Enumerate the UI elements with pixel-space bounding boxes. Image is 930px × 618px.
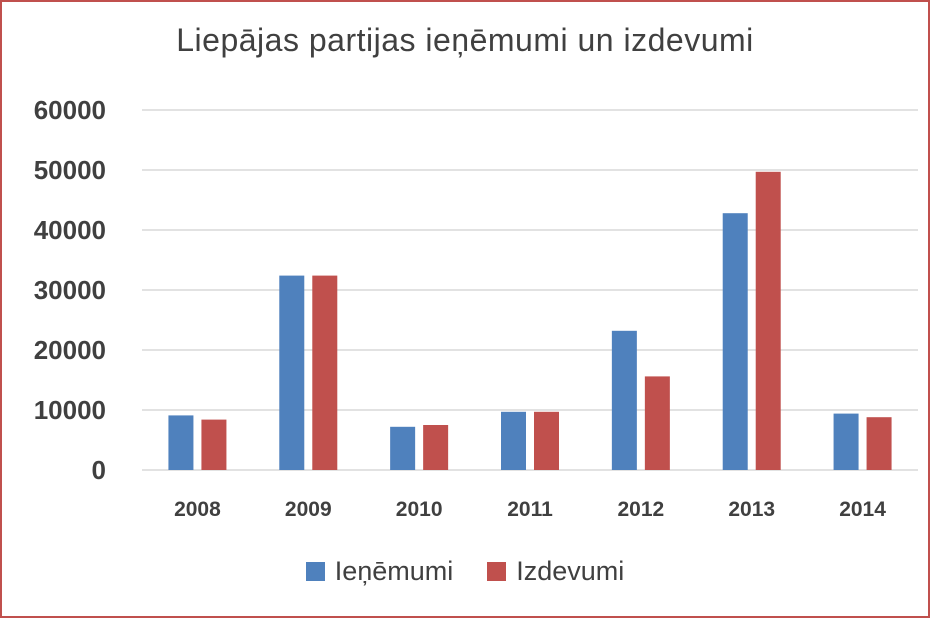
- x-tick-label: 2010: [396, 498, 443, 521]
- x-axis-ticks: 2008 2009 2010 2011 2012 2013 2014: [174, 498, 886, 521]
- bar-series-2-2010: [423, 425, 449, 470]
- bar-series-2-2011: [534, 411, 559, 470]
- y-tick-label: 50000: [34, 155, 106, 185]
- bar-series-1-2010: [390, 426, 416, 470]
- bar-series-1-2008: [168, 415, 194, 470]
- x-tick-label: 2012: [617, 498, 664, 521]
- bar-series-1-2013: [722, 213, 748, 470]
- bar-series-1-2011: [501, 411, 526, 470]
- y-tick-label: 0: [92, 455, 106, 485]
- x-tick-label: 2013: [728, 498, 775, 521]
- x-tick-label: 2011: [507, 498, 553, 521]
- x-tick-label: 2009: [285, 498, 332, 521]
- legend: Ieņēmumi Izdevumi: [0, 556, 930, 587]
- gridlines: [142, 109, 918, 471]
- y-axis-ticks: 0 10000 20000 30000 40000 50000 60000: [34, 95, 106, 485]
- legend-item-series-1: Ieņēmumi: [305, 556, 454, 587]
- x-tick-label: 2014: [839, 498, 886, 521]
- bar-series-2-2014: [866, 417, 892, 470]
- y-tick-label: 10000: [34, 395, 106, 425]
- bar-series-1-2014: [833, 413, 859, 470]
- legend-swatch-series-1: [305, 562, 325, 581]
- legend-label-series-1: Ieņēmumi: [334, 556, 454, 586]
- bar-series-1-2012: [611, 330, 637, 470]
- bars: [168, 171, 892, 471]
- x-tick-label: 2008: [174, 498, 221, 521]
- y-tick-label: 30000: [34, 275, 106, 305]
- chart-title: Liepājas partijas ieņēmumi un izdevumi: [176, 22, 754, 58]
- bar-series-1-2009: [279, 275, 305, 470]
- y-tick-label: 20000: [34, 335, 106, 365]
- legend-item-series-2: Izdevumi: [487, 556, 624, 587]
- bar-series-2-2013: [755, 171, 781, 471]
- legend-label-series-2: Izdevumi: [516, 556, 625, 586]
- bar-series-2-2012: [644, 376, 670, 470]
- legend-swatch-series-2: [487, 562, 507, 581]
- bar-series-2-2009: [312, 275, 338, 470]
- y-tick-label: 60000: [34, 95, 106, 125]
- y-tick-label: 40000: [34, 215, 106, 245]
- bar-series-2-2008: [201, 419, 227, 470]
